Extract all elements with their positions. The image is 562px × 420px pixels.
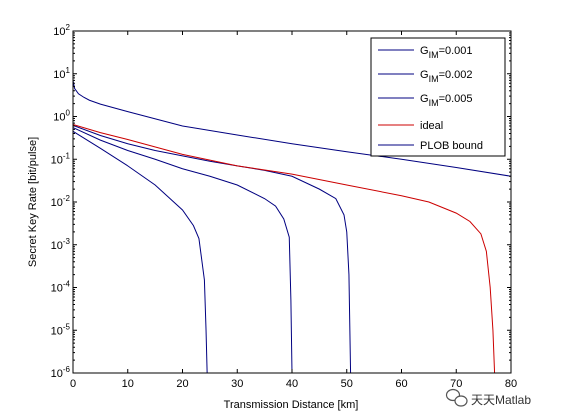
legend-label-4: ideal: [420, 120, 443, 132]
y-tick-label: 10-3: [51, 237, 71, 252]
series-line-4: [72, 124, 496, 374]
y-tick-label: 10-2: [51, 194, 71, 209]
y-tick-label: 100: [53, 109, 70, 124]
x-tick-label: 50: [341, 378, 353, 390]
x-axis-label: Transmission Distance [km]: [224, 399, 359, 411]
legend-box: [370, 37, 506, 157]
y-axis-label: Secret Key Rate [bit/pulse]: [27, 137, 39, 267]
legend-label-5: PLOB bound: [420, 140, 483, 152]
wechat-icon: [445, 388, 468, 407]
y-tick-label: 102: [53, 23, 70, 38]
watermark: 天天Matlab: [445, 388, 531, 407]
x-tick-label: 30: [231, 378, 243, 390]
x-tick-label: 40: [286, 378, 298, 390]
legend-label-3: GIM=0.005: [420, 93, 473, 108]
legend-label-2: GIM=0.002: [420, 69, 473, 84]
y-tick-label: 10-4: [51, 280, 71, 295]
series-line-2: [72, 127, 293, 374]
x-tick-label: 80: [505, 378, 517, 390]
series-line-1: [72, 130, 208, 374]
x-tick-label: 10: [122, 378, 134, 390]
legend: GIM=0.001 GIM=0.002 GIM=0.005 ideal PLOB bou…: [370, 37, 506, 157]
watermark-text: 天天Matlab: [471, 393, 531, 407]
series-layer: [72, 80, 512, 374]
x-tick-label: 60: [395, 378, 407, 390]
legend-label-1: GIM=0.001: [420, 45, 473, 60]
y-tick-label: 101: [53, 66, 70, 81]
x-tick-label: 70: [450, 378, 462, 390]
tick-layer: 0 10 20 30 40 50 60 70 80 10-6 10-5 10-4 10-3 10-2 10-…: [51, 23, 518, 390]
y-tick-label: 10-1: [51, 151, 71, 166]
y-tick-label: 10-5: [51, 322, 71, 337]
y-tick-label: 10-6: [51, 365, 71, 380]
x-tick-label: 20: [176, 378, 188, 390]
x-tick-label: 0: [70, 378, 76, 390]
series-line-5: [72, 80, 512, 177]
